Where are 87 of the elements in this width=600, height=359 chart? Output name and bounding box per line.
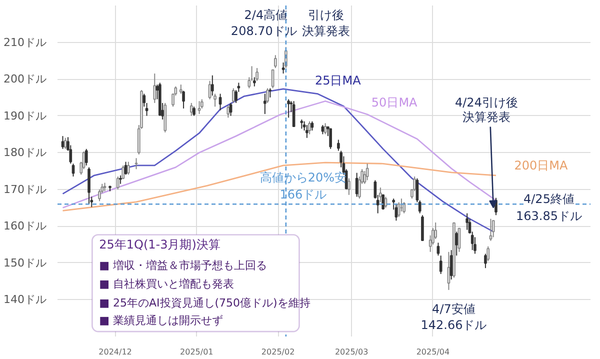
annotation: 決算発表 bbox=[462, 110, 510, 124]
candlestick bbox=[384, 196, 388, 208]
candlestick bbox=[348, 178, 350, 196]
candlestick bbox=[379, 187, 382, 203]
annotation: ■ 自社株買いと増配も発表 bbox=[99, 278, 234, 291]
candlestick bbox=[324, 122, 327, 135]
candlestick bbox=[256, 68, 258, 82]
candlestick bbox=[402, 202, 406, 214]
annotation: 4/25終値 bbox=[524, 192, 574, 206]
candlestick bbox=[486, 246, 490, 262]
annotation: 引け後 bbox=[308, 8, 344, 22]
candlestick bbox=[64, 137, 67, 150]
candlestick bbox=[287, 98, 290, 118]
candlestick bbox=[153, 73, 156, 104]
candlestick bbox=[271, 69, 274, 89]
candlestick bbox=[182, 90, 185, 109]
annotation: 4/7安値 bbox=[432, 302, 476, 316]
x-tick-label: 2025/03 bbox=[334, 348, 368, 356]
candlestick bbox=[282, 62, 285, 74]
candlestick bbox=[310, 120, 314, 132]
y-tick-label: 200ドル bbox=[4, 72, 47, 86]
candlestick bbox=[126, 161, 130, 176]
candlestick bbox=[300, 119, 304, 130]
y-tick-label: 190ドル bbox=[4, 109, 47, 122]
candlestick bbox=[436, 242, 440, 256]
candlestick bbox=[124, 161, 128, 176]
candlestick bbox=[210, 74, 214, 96]
annotation: 163.85ドル bbox=[516, 209, 582, 224]
candlestick bbox=[466, 212, 469, 230]
annotation: 4/24引け後 bbox=[455, 95, 518, 110]
candlestick bbox=[492, 220, 495, 238]
candlestick bbox=[190, 102, 193, 116]
x-tick-label: 2025/01 bbox=[180, 348, 214, 356]
candlestick bbox=[366, 163, 369, 181]
candlestick bbox=[321, 124, 324, 135]
candlestick bbox=[355, 172, 358, 198]
y-tick-label: 140ドル bbox=[4, 293, 47, 306]
annotation: ■ 増収・増益＆市場予想も上回る bbox=[99, 258, 267, 272]
candlestick bbox=[84, 148, 88, 166]
candlestick bbox=[232, 88, 235, 104]
candlestick bbox=[145, 102, 148, 116]
annotation: 208.70ドル bbox=[230, 24, 297, 38]
candlestick bbox=[116, 176, 120, 190]
annotation: ■ 業績見通しは開示せず bbox=[99, 314, 223, 328]
candlestick bbox=[484, 253, 487, 269]
y-tick-label: 170ドル bbox=[4, 182, 47, 196]
annotation: 決算発表 bbox=[302, 24, 350, 38]
x-tick-label: 2025/04 bbox=[416, 348, 450, 356]
annotation: 142.66ドル bbox=[420, 318, 487, 332]
annotation: 25年1Q(1-3月期)決算 bbox=[99, 238, 220, 252]
candlestick bbox=[214, 93, 216, 108]
candlestick bbox=[329, 128, 332, 150]
candlestick bbox=[88, 166, 90, 205]
y-tick-label: 210ドル bbox=[4, 36, 47, 49]
candlestick bbox=[268, 88, 272, 98]
annotation: 2/4高値 bbox=[244, 8, 288, 22]
x-tick-label: 2024/12 bbox=[98, 348, 132, 356]
y-tick-label: 150ドル bbox=[4, 256, 47, 270]
series-label: 50日MA bbox=[371, 95, 418, 110]
x-tick-label: 2025/02 bbox=[261, 348, 295, 356]
candlestick bbox=[226, 105, 230, 118]
candlestick bbox=[264, 93, 266, 114]
candlestick bbox=[198, 100, 201, 114]
candlestick bbox=[61, 136, 64, 150]
candlestick bbox=[142, 93, 146, 108]
annotation: ■ 25年のAI投資見通し(750億ドル)を維持 bbox=[99, 296, 310, 310]
candlestick bbox=[192, 106, 196, 116]
candlestick bbox=[421, 214, 424, 242]
candlestick bbox=[274, 54, 277, 69]
candlestick bbox=[306, 124, 308, 138]
line-series bbox=[62, 162, 497, 212]
y-tick-label: 180ドル bbox=[4, 146, 47, 160]
candlestick bbox=[179, 84, 182, 94]
candlestick bbox=[266, 88, 269, 104]
candlestick bbox=[122, 164, 125, 180]
candlestick bbox=[450, 250, 453, 280]
candlestick bbox=[489, 218, 492, 242]
candlestick bbox=[439, 255, 442, 274]
candlestick bbox=[208, 80, 212, 100]
candlestick bbox=[337, 139, 340, 152]
candlestick bbox=[455, 231, 458, 256]
candlestick bbox=[218, 93, 222, 111]
series-label: 25日MA bbox=[314, 74, 362, 88]
candlestick bbox=[308, 120, 311, 135]
y-tick-label: 160ドル bbox=[4, 220, 47, 233]
series-label: 200日MA bbox=[514, 158, 568, 173]
candlestick bbox=[253, 76, 256, 87]
